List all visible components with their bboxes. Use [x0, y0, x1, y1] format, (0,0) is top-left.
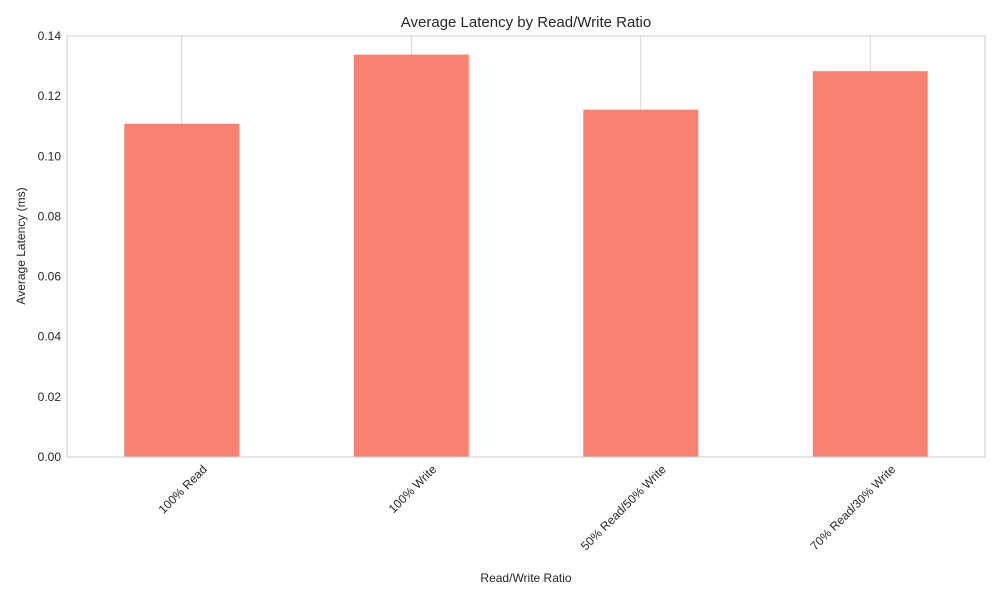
- y-tick-label: 0.04: [38, 330, 62, 344]
- bar: [124, 123, 240, 458]
- x-tick-labels: 100% Read 100% Write 50% Read/50% Write 70%…: [156, 462, 899, 553]
- bar: [353, 54, 469, 457]
- y-tick-label: 0.08: [38, 209, 62, 223]
- y-tick-label: 0.12: [38, 89, 62, 103]
- x-tick-label: 50% Read/50% Write: [578, 462, 669, 553]
- x-tick-label: 70% Read/30% Write: [807, 462, 898, 553]
- x-tick-label: 100% Read: [156, 462, 210, 516]
- bar: [812, 71, 928, 458]
- chart-title: Average Latency by Read/Write Ratio: [401, 14, 651, 31]
- bar: [583, 109, 699, 458]
- y-tick-label: 0.06: [38, 270, 62, 284]
- y-axis-label: Average Latency (ms): [14, 187, 28, 304]
- bar-layer: [124, 54, 928, 458]
- y-tick-labels: 0.00 0.02 0.04 0.06 0.08 0.10 0.12 0.14: [38, 29, 62, 464]
- y-tick-label: 0.14: [38, 29, 62, 43]
- y-tick-label: 0.00: [38, 450, 62, 464]
- x-tick-label: 100% Write: [386, 462, 440, 516]
- plot-frame: [66, 35, 986, 458]
- grid-layer: [181, 36, 871, 457]
- x-axis-label: Read/Write Ratio: [480, 571, 571, 585]
- y-tick-label: 0.02: [38, 390, 62, 404]
- y-tick-label: 0.10: [38, 149, 62, 163]
